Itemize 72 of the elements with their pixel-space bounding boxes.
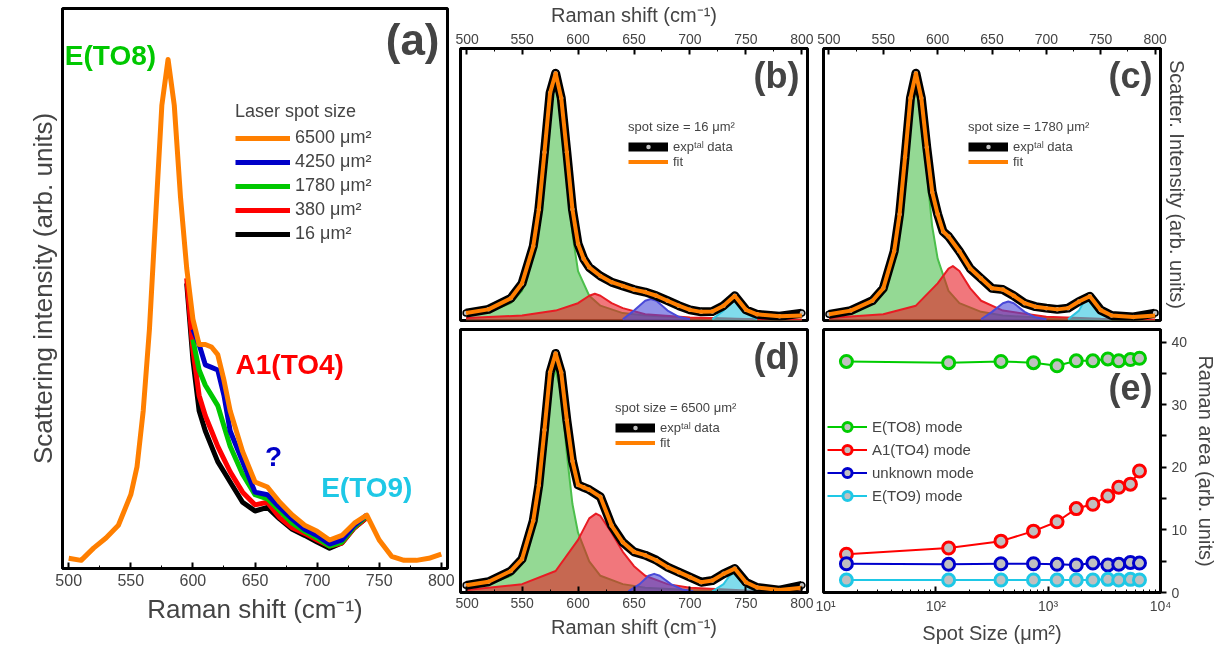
y2-tick-label: 40 xyxy=(1171,334,1188,351)
x-tick-label: 500 xyxy=(455,30,480,47)
x-axis-title: Spot Size (μm²) xyxy=(922,621,1062,644)
x-tick-label: 750 xyxy=(1089,30,1113,47)
annotation: (e) xyxy=(1108,366,1153,408)
x-tick-label: 800 xyxy=(790,594,814,611)
x-tick-label: 650 xyxy=(980,30,1004,47)
x-tick-label: 650 xyxy=(622,30,646,47)
legend-label: 380 μm² xyxy=(295,199,362,220)
x-tick-label: 600 xyxy=(925,30,950,47)
x-tick-label: 750 xyxy=(365,571,393,589)
legend-label: 16 μm² xyxy=(295,223,352,244)
x-tick-label: 800 xyxy=(790,30,814,47)
x-tick-label: 600 xyxy=(179,571,207,589)
x-tick-label: 650 xyxy=(622,594,646,611)
legend-label: 1780 μm² xyxy=(295,175,372,196)
x-tick-label: 10² xyxy=(925,597,947,614)
legend-label: fit xyxy=(1013,154,1025,169)
x-tick-label: 10³ xyxy=(1038,597,1059,614)
x-tick-label: 600 xyxy=(566,30,590,47)
x-axis-title: Raman shift (cm⁻¹) xyxy=(551,615,717,638)
x-tick-label: 10¹ xyxy=(815,597,837,614)
annotation: (c) xyxy=(1108,54,1153,96)
y2-tick-label: 0 xyxy=(1171,584,1180,601)
legend-title: spot size = 16 μm² xyxy=(628,119,735,134)
legend-label: fit xyxy=(660,435,672,450)
annotation: E(TO9) xyxy=(321,472,413,504)
x-tick-label: 600 xyxy=(566,594,590,611)
x-tick-label: 750 xyxy=(734,30,758,47)
x-tick-label: 550 xyxy=(510,594,534,611)
y2-tick-label: 20 xyxy=(1171,459,1188,476)
annotation: ? xyxy=(265,441,283,473)
y2-axis-title: Scatter. Intensity (arb. units) xyxy=(1165,60,1188,309)
x-tick-label: 800 xyxy=(1143,30,1167,47)
legend-title: spot size = 1780 μm² xyxy=(968,119,1090,134)
y-axis-title: Scattering intensity (arb. units) xyxy=(27,112,58,465)
annotation: (d) xyxy=(753,335,800,377)
x-tick-label: 800 xyxy=(427,571,455,589)
x-tick-label: 500 xyxy=(55,571,83,589)
x-tick-label: 550 xyxy=(117,571,145,589)
x-tick-label: 550 xyxy=(871,30,896,47)
x-tick-label: 500 xyxy=(455,594,480,611)
annotation: (b) xyxy=(753,54,800,96)
annotation: (a) xyxy=(385,14,440,64)
x-tick-label: 500 xyxy=(817,30,841,47)
legend-label: expᵗᵃˡ data xyxy=(1013,139,1073,154)
legend-label: expᵗᵃˡ data xyxy=(673,139,733,154)
x-tick-label: 700 xyxy=(678,30,702,47)
y2-tick-label: 10 xyxy=(1171,521,1188,538)
legend-label: unknown mode xyxy=(872,463,974,481)
legend-title: Laser spot size xyxy=(235,101,358,122)
legend-label: A1(TO4) mode xyxy=(872,440,971,458)
x-tick-label: 10⁴ xyxy=(1149,597,1172,614)
y2-tick-label: 30 xyxy=(1171,396,1188,413)
x-tick-label: 650 xyxy=(241,571,269,589)
x-tick-label: 700 xyxy=(303,571,331,589)
y2-axis-title: Raman area (arb. units) xyxy=(1195,355,1218,567)
annotation: E(TO8) xyxy=(64,39,157,71)
annotation: A1(TO4) xyxy=(235,349,344,380)
legend-label: expᵗᵃˡ data xyxy=(660,420,720,435)
x-tick-label: 700 xyxy=(1034,30,1059,47)
legend-label: E(TO8) mode xyxy=(872,417,963,435)
x-tick-label: 550 xyxy=(510,30,534,47)
legend-title: spot size = 6500 μm² xyxy=(615,400,737,415)
x-tick-label: 750 xyxy=(734,594,758,611)
legend-label: 4250 μm² xyxy=(295,151,372,172)
legend-label: fit xyxy=(673,154,685,169)
legend-label: 6500 μm² xyxy=(295,127,372,148)
x-axis-title: Raman shift (cm⁻¹) xyxy=(551,3,717,26)
x-tick-label: 700 xyxy=(678,594,702,611)
x-axis-title: Raman shift (cm⁻¹) xyxy=(147,593,363,624)
legend-label: E(TO9) mode xyxy=(872,486,963,504)
